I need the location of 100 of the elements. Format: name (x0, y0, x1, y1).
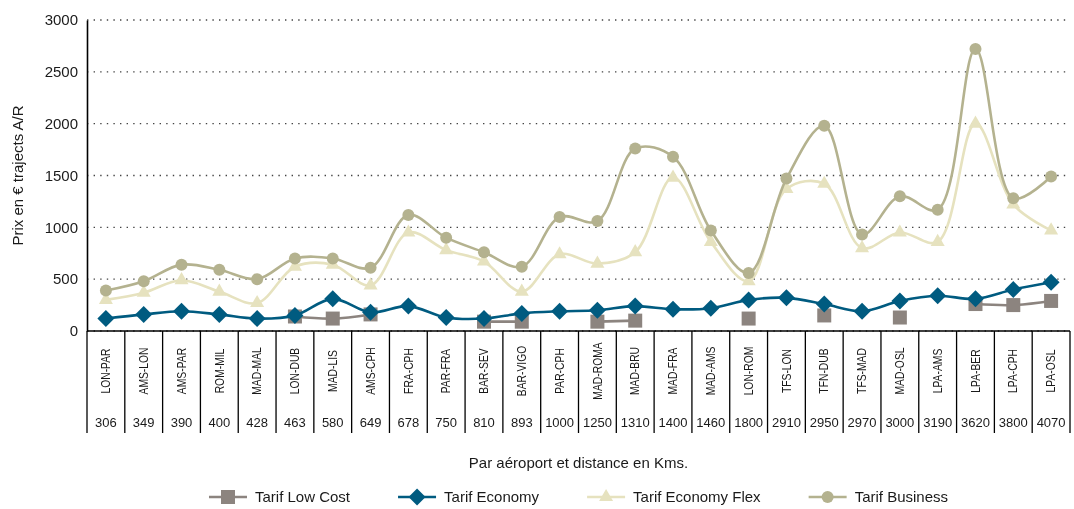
category-label: LON-PAR 306 (95, 348, 117, 430)
point (97, 310, 115, 328)
point (477, 246, 490, 259)
point (1044, 293, 1059, 308)
category-label: TFS-LON 2910 (771, 348, 801, 430)
point (892, 224, 907, 237)
point (1042, 273, 1060, 291)
point (590, 314, 605, 329)
category-label: BAR-VIGO 893 (510, 345, 533, 430)
point (440, 231, 453, 244)
point (1007, 192, 1020, 205)
y-tick-label: 2500 (44, 63, 78, 81)
point (248, 310, 266, 328)
point (853, 302, 871, 320)
y-axis-title: Prix en € trajects A/R (9, 105, 27, 246)
point (817, 175, 832, 188)
point (1044, 222, 1059, 235)
point (777, 289, 795, 307)
y-tick-label: 1500 (44, 166, 78, 184)
category-label: ROM-MIL 400 (208, 348, 231, 430)
point (324, 290, 342, 308)
category-label: PAR-FRA 750 (435, 348, 458, 430)
point (666, 169, 681, 182)
category-label: PAR-CPH 1000 (545, 348, 575, 430)
point (780, 172, 793, 185)
point (667, 150, 680, 163)
point (590, 255, 605, 268)
category-label: AMS-PAR 390 (170, 347, 193, 430)
point (931, 203, 944, 216)
y-tick-label: 500 (52, 270, 78, 288)
legend-label: Tarif Business (854, 488, 949, 506)
point (135, 305, 153, 323)
point (968, 115, 983, 128)
point (553, 210, 566, 223)
point (742, 266, 755, 279)
point (212, 283, 227, 296)
category-label: MAD-AMS 1460 (696, 346, 726, 430)
point (251, 273, 264, 286)
y-tick-label: 1000 (44, 218, 78, 236)
category-label: LPA-OSL 4070 (1036, 349, 1066, 430)
category-label: LPA-AMS 3190 (923, 348, 953, 430)
point (439, 242, 454, 255)
point (552, 246, 567, 259)
point (588, 301, 606, 319)
point (966, 290, 984, 308)
point (1006, 298, 1021, 313)
category-label: LON-DUB 463 (284, 347, 306, 430)
category-label: MAD-BRU 1310 (620, 346, 650, 430)
point (475, 310, 493, 328)
point (628, 244, 643, 257)
point (591, 215, 604, 228)
point (929, 287, 947, 305)
point (969, 43, 982, 56)
point (892, 310, 907, 325)
category-label: LON-ROM 1800 (734, 346, 764, 430)
point (629, 142, 642, 155)
category-label: LPA-BER 3620 (961, 349, 990, 430)
point (399, 297, 417, 315)
point (437, 309, 455, 327)
point (664, 300, 682, 318)
point (175, 258, 188, 271)
legend-label: Tarif Economy (444, 488, 540, 506)
point (1004, 281, 1022, 299)
point (513, 304, 531, 322)
category-label: LPA-CPH 3800 (998, 349, 1028, 430)
y-tick-label: 0 (69, 322, 78, 340)
point (1045, 170, 1058, 183)
y-tick-label: 3000 (44, 11, 78, 29)
category-label: MAD-LIS 580 (321, 350, 344, 430)
point (891, 292, 909, 310)
point (173, 302, 191, 320)
category-label: FRA-CPH 678 (397, 348, 420, 430)
point (363, 277, 378, 290)
point (401, 224, 416, 237)
point (815, 295, 833, 313)
point (628, 313, 643, 328)
category-label: MAD-OSL 3000 (885, 347, 915, 430)
point (326, 252, 339, 265)
category-label: MAD-ROMA 1250 (582, 342, 612, 430)
point (741, 311, 756, 326)
point (174, 272, 189, 285)
point (855, 239, 870, 253)
category-label: TFN-DUB 2950 (809, 348, 839, 430)
point (288, 252, 301, 265)
category-label: MAD-MAL 428 (246, 347, 268, 430)
point (362, 303, 380, 321)
point (551, 302, 569, 320)
point (210, 305, 228, 323)
point (818, 119, 831, 132)
category-label: TFS-MAD 2970 (847, 348, 877, 430)
point (364, 261, 377, 274)
y-tick-label: 2000 (44, 114, 78, 132)
point (402, 208, 415, 221)
point (704, 224, 717, 237)
category-label: AMS-LON 349 (132, 347, 155, 430)
point (137, 275, 150, 288)
legend-label: Tarif Economy Flex (633, 488, 762, 506)
point (250, 294, 265, 308)
point (740, 291, 758, 309)
point (856, 228, 869, 241)
